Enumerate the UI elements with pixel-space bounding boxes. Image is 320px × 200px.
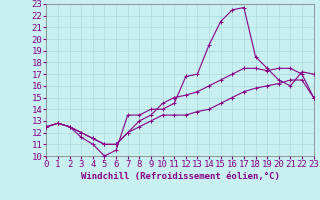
X-axis label: Windchill (Refroidissement éolien,°C): Windchill (Refroidissement éolien,°C) (81, 172, 279, 181)
